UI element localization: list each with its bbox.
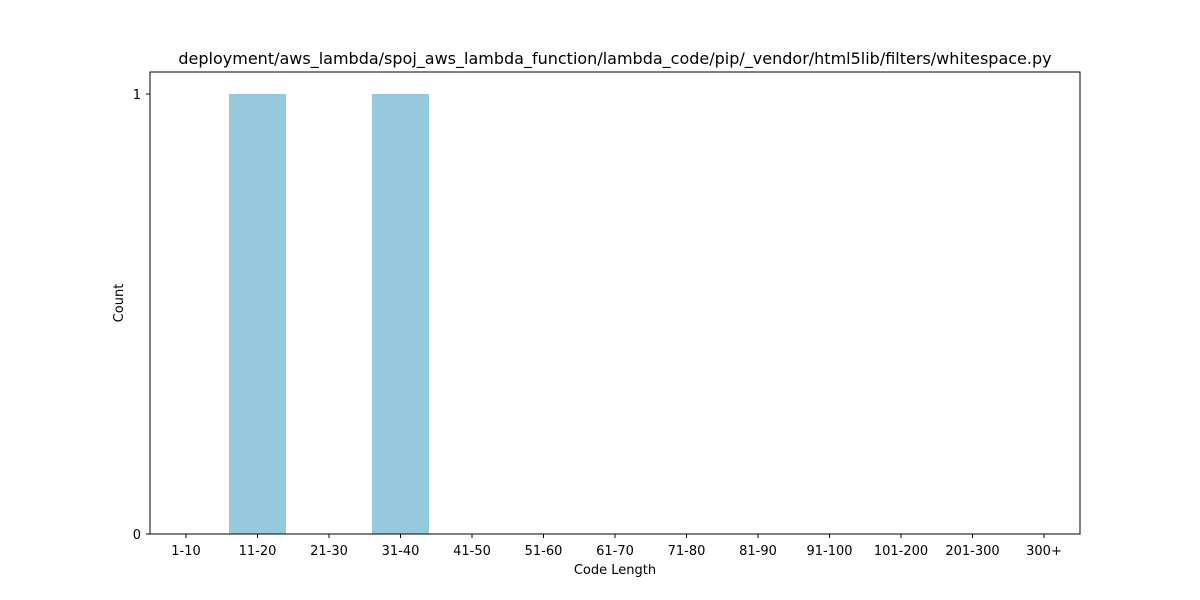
- bar-31-40: [372, 94, 429, 534]
- x-tick-label: 61-70: [596, 544, 634, 559]
- x-tick-label: 201-300: [945, 544, 999, 559]
- y-tick-label: 1: [133, 88, 141, 103]
- x-tick-label: 101-200: [874, 544, 928, 559]
- bar-11-20: [229, 94, 286, 534]
- x-tick-label: 91-100: [806, 544, 852, 559]
- x-tick-label: 81-90: [739, 544, 777, 559]
- x-tick-label: 300+: [1026, 544, 1062, 559]
- plot-area: [150, 72, 1080, 534]
- x-tick-label: 1-10: [171, 544, 201, 559]
- x-axis-ticks: 1-10 11-20 21-30 31-40 41-50 51-60 61-70 71-80 8…: [171, 534, 1062, 559]
- y-tick-label: 0: [133, 528, 141, 543]
- x-tick-label: 41-50: [453, 544, 491, 559]
- x-tick-label: 71-80: [668, 544, 706, 559]
- chart-title: deployment/aws_lambda/spoj_aws_lambda_fu…: [178, 49, 1051, 69]
- x-tick-label: 21-30: [310, 544, 348, 559]
- x-tick-label: 11-20: [239, 544, 277, 559]
- y-axis-label: Count: [112, 284, 127, 323]
- bars: [229, 94, 429, 534]
- x-axis-label: Code Length: [574, 563, 656, 578]
- x-tick-label: 31-40: [382, 544, 420, 559]
- x-tick-label: 51-60: [525, 544, 563, 559]
- y-axis-ticks: 01: [133, 88, 150, 543]
